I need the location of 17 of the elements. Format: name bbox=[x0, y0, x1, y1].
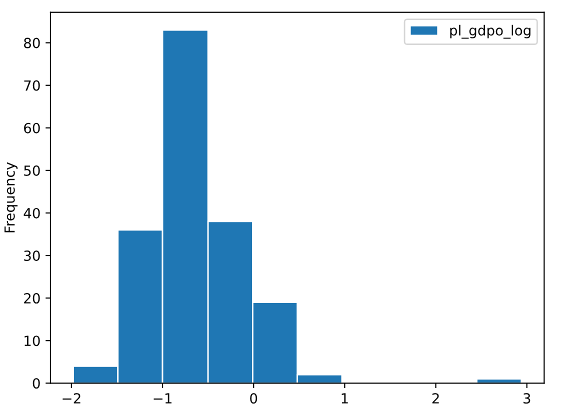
y-axis-title: Frequency bbox=[4, 162, 18, 232]
x-tick-label: 3 bbox=[524, 393, 530, 404]
y-tick-label: 20 bbox=[24, 293, 40, 304]
x-tick-label: −1 bbox=[154, 393, 172, 404]
y-tick-label: 10 bbox=[24, 336, 40, 346]
y-tick-label: 0 bbox=[32, 378, 40, 389]
legend-label: pl_gdpo_log bbox=[450, 24, 530, 39]
y-tick-label: 40 bbox=[24, 208, 40, 218]
x-tick-label: 1 bbox=[342, 393, 348, 404]
y-tick-label: 30 bbox=[24, 250, 40, 261]
y-tick-label: 70 bbox=[24, 80, 40, 91]
y-tick-label: 60 bbox=[24, 122, 40, 134]
x-tick-label: −2 bbox=[62, 393, 80, 404]
y-tick-label: 50 bbox=[24, 165, 40, 176]
y-tick-label: 80 bbox=[24, 38, 40, 48]
x-tick-label: 2 bbox=[432, 393, 439, 404]
x-tick-label: 0 bbox=[250, 393, 258, 404]
